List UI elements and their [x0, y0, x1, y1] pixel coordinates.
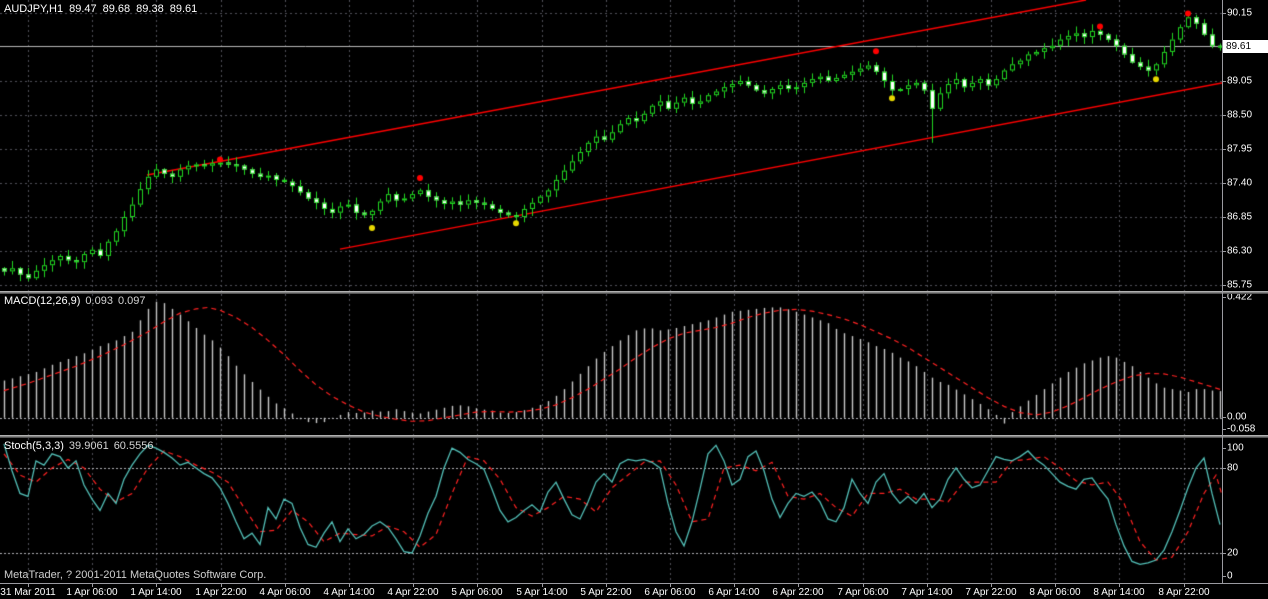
ohlc-open: 89.47 — [69, 3, 97, 15]
stoch-main-value: 39.9061 — [68, 440, 109, 452]
price-axis-border — [1222, 0, 1223, 583]
macd-main-value: 0.093 — [85, 295, 113, 307]
macd-label: MACD(12,26,9) 0.093 0.097 — [4, 295, 145, 307]
time-axis-border — [0, 583, 1268, 584]
ohlc-low: 89.38 — [136, 3, 164, 15]
copyright-text: MetaTrader, ? 2001-2011 MetaQuotes Softw… — [4, 569, 267, 581]
symbol-period-label: AUDJPY,H1 — [4, 3, 64, 15]
current-price-label: 89.61 — [1223, 40, 1268, 53]
stoch-name: Stoch(5,3,3) — [4, 440, 64, 452]
macd-name: MACD(12,26,9) — [4, 295, 81, 307]
stoch-label: Stoch(5,3,3) 39.9061 60.5556 — [4, 440, 153, 452]
time-axis[interactable] — [0, 584, 1268, 599]
macd-indicator-canvas[interactable] — [0, 294, 1223, 435]
ohlc-close: 89.61 — [169, 3, 198, 15]
ohlc-high: 89.68 — [102, 3, 131, 15]
panel-splitter-main-macd[interactable] — [0, 291, 1268, 294]
stoch-signal-value: 60.5556 — [113, 440, 154, 452]
panel-splitter-macd-stoch[interactable] — [0, 435, 1268, 438]
macd-signal-value: 0.097 — [117, 295, 146, 307]
price-chart-canvas[interactable] — [0, 0, 1223, 291]
chart-title: AUDJPY,H1 89.47 89.68 89.38 89.61 — [4, 3, 203, 15]
stochastic-indicator-canvas[interactable] — [0, 438, 1223, 583]
